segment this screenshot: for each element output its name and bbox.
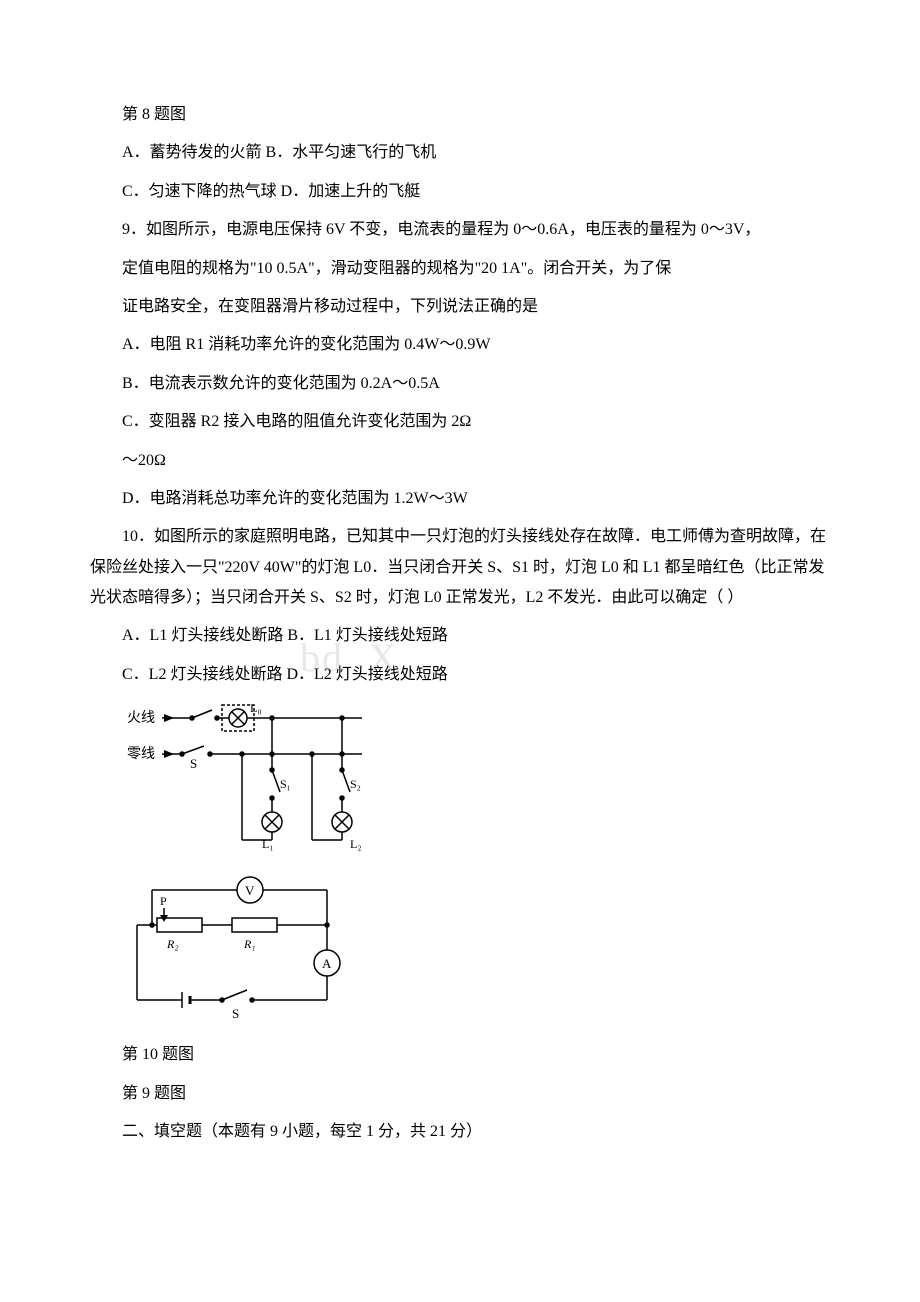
q9-line2: 定值电阻的规格为"10 0.5A"，滑动变阻器的规格为"20 1A"。闭合开关，… (90, 254, 830, 284)
svg-text:S₁: S₁ (280, 777, 291, 791)
svg-text:A: A (322, 956, 332, 971)
svg-text:S₂: S₂ (350, 777, 361, 791)
q8-option-cd: C．匀速下降的热气球 D．加速上升的飞艇 (90, 177, 830, 207)
svg-text:L₂: L₂ (350, 837, 362, 851)
q9-circuit-diagram: V P R₂ R₁ (122, 870, 830, 1020)
q9-line1: 9．如图所示，电源电压保持 6V 不变，电流表的量程为 0～0.6A，电压表的量… (90, 215, 830, 245)
q9-option-b: B．电流表示数允许的变化范围为 0.2A～0.5A (90, 369, 830, 399)
svg-text:L₀: L₀ (250, 701, 262, 715)
svg-text:R₁: R₁ (243, 937, 256, 951)
svg-text:P: P (160, 894, 167, 908)
q10-line1: 10．如图所示的家庭照明电路，已知其中一只灯泡的灯头接线处存在故障．电工师傅为查… (90, 522, 830, 613)
svg-text:S: S (190, 756, 197, 771)
q9-line3: 证电路安全，在变阻器滑片移动过程中，下列说法正确的是 (90, 292, 830, 322)
svg-text:零线: 零线 (127, 746, 155, 762)
document-content: 第 8 题图 A．蓄势待发的火箭 B．水平匀速飞行的飞机 C．匀速下降的热气球 … (90, 100, 830, 1147)
svg-text:S: S (232, 1006, 239, 1020)
q9-caption: 第 9 题图 (90, 1079, 830, 1109)
svg-text:R₂: R₂ (166, 937, 179, 951)
q9-option-a: A．电阻 R1 消耗功率允许的变化范围为 0.4W～0.9W (90, 330, 830, 360)
q8-option-ab: A．蓄势待发的火箭 B．水平匀速飞行的飞机 (90, 138, 830, 168)
q9-option-d: D．电路消耗总功率允许的变化范围为 1.2W～3W (90, 484, 830, 514)
svg-text:V: V (245, 883, 255, 898)
q8-caption: 第 8 题图 (90, 100, 830, 130)
q9-option-c2: ～20Ω (90, 446, 830, 476)
q10-option-ab: A．L1 灯头接线处断路 B．L1 灯头接线处短路 (90, 621, 830, 651)
q10-option-cd: C．L2 灯头接线处断路 D．L2 灯头接线处短路 (90, 660, 830, 690)
q10-circuit-diagram: 火线 L₀ 零线 S (122, 700, 830, 860)
section2-heading: 二、填空题（本题有 9 小题，每空 1 分，共 21 分） (90, 1117, 830, 1147)
svg-text:火线: 火线 (127, 710, 155, 726)
q9-option-c: C．变阻器 R2 接入电路的阻值允许变化范围为 2Ω (90, 407, 830, 437)
q10-caption: 第 10 题图 (90, 1040, 830, 1070)
